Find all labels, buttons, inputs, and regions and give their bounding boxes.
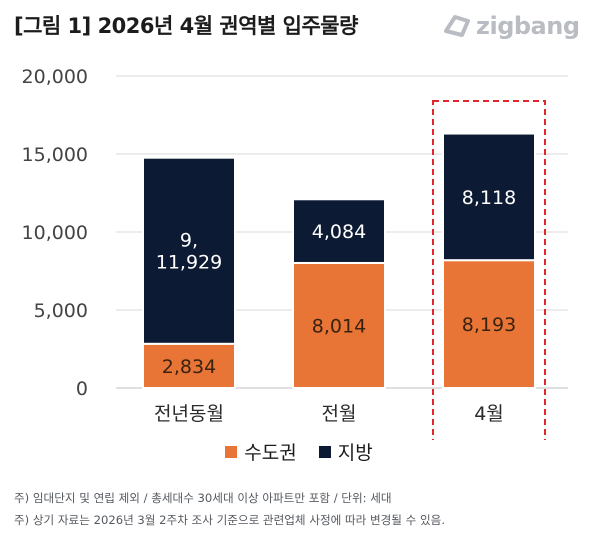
legend-label-capital: 수도권 bbox=[244, 442, 297, 464]
legend-swatch-provinces bbox=[318, 445, 331, 458]
footnote-2: 주) 상기 자료는 2026년 3월 2주차 조사 기준으로 관련업체 사정에 … bbox=[14, 513, 446, 527]
data-label: 8,014 bbox=[312, 315, 366, 337]
data-label: 8,118 bbox=[462, 187, 516, 209]
x-tick-label: 전월 bbox=[322, 403, 357, 425]
data-label: 11,929 bbox=[156, 252, 222, 274]
y-tick-label: 5,000 bbox=[34, 300, 88, 322]
highlight-box bbox=[432, 100, 546, 440]
logo-text: zigbang bbox=[476, 12, 580, 40]
legend-label-provinces: 지방 bbox=[337, 442, 373, 464]
stacked-bar-chart: 0 5,000 10,000 15,000 20,000 2,834 9,11,929 전년동… bbox=[22, 66, 568, 440]
x-tick-label: 4월 bbox=[474, 403, 504, 425]
x-tick-label: 전년동월 bbox=[154, 403, 224, 425]
bar-segment bbox=[442, 132, 536, 262]
footnote-1: 주) 임대단지 및 연립 제외 / 총세대수 30세대 이상 아파트만 포함 /… bbox=[14, 491, 392, 505]
bar-segment bbox=[442, 259, 536, 390]
legend-item-capital: 수도권 bbox=[225, 438, 297, 465]
data-label: 4,084 bbox=[312, 221, 366, 243]
legend-item-provinces: 지방 bbox=[318, 438, 373, 465]
data-label: 9, bbox=[180, 230, 198, 252]
chart-title: [그림 1] 2026년 4월 권역별 입주물량 bbox=[14, 14, 358, 38]
zigbang-logo: zigbang bbox=[442, 12, 580, 40]
y-tick-label: 15,000 bbox=[22, 144, 88, 166]
y-tick-label: 0 bbox=[76, 378, 88, 400]
y-tick-label: 20,000 bbox=[22, 66, 88, 88]
bar-segment bbox=[142, 156, 236, 345]
zigbang-logo-icon bbox=[444, 15, 470, 37]
legend: 수도권 지방 bbox=[0, 438, 598, 465]
bar-segment bbox=[142, 342, 236, 390]
data-label: 8,193 bbox=[462, 314, 516, 336]
data-label: 2,834 bbox=[162, 356, 216, 378]
legend-swatch-capital bbox=[225, 445, 238, 458]
bar-segment bbox=[292, 198, 386, 264]
y-tick-label: 10,000 bbox=[22, 222, 88, 244]
footnotes: 주) 임대단지 및 연립 제외 / 총세대수 30세대 이상 아파트만 포함 /… bbox=[14, 487, 445, 531]
